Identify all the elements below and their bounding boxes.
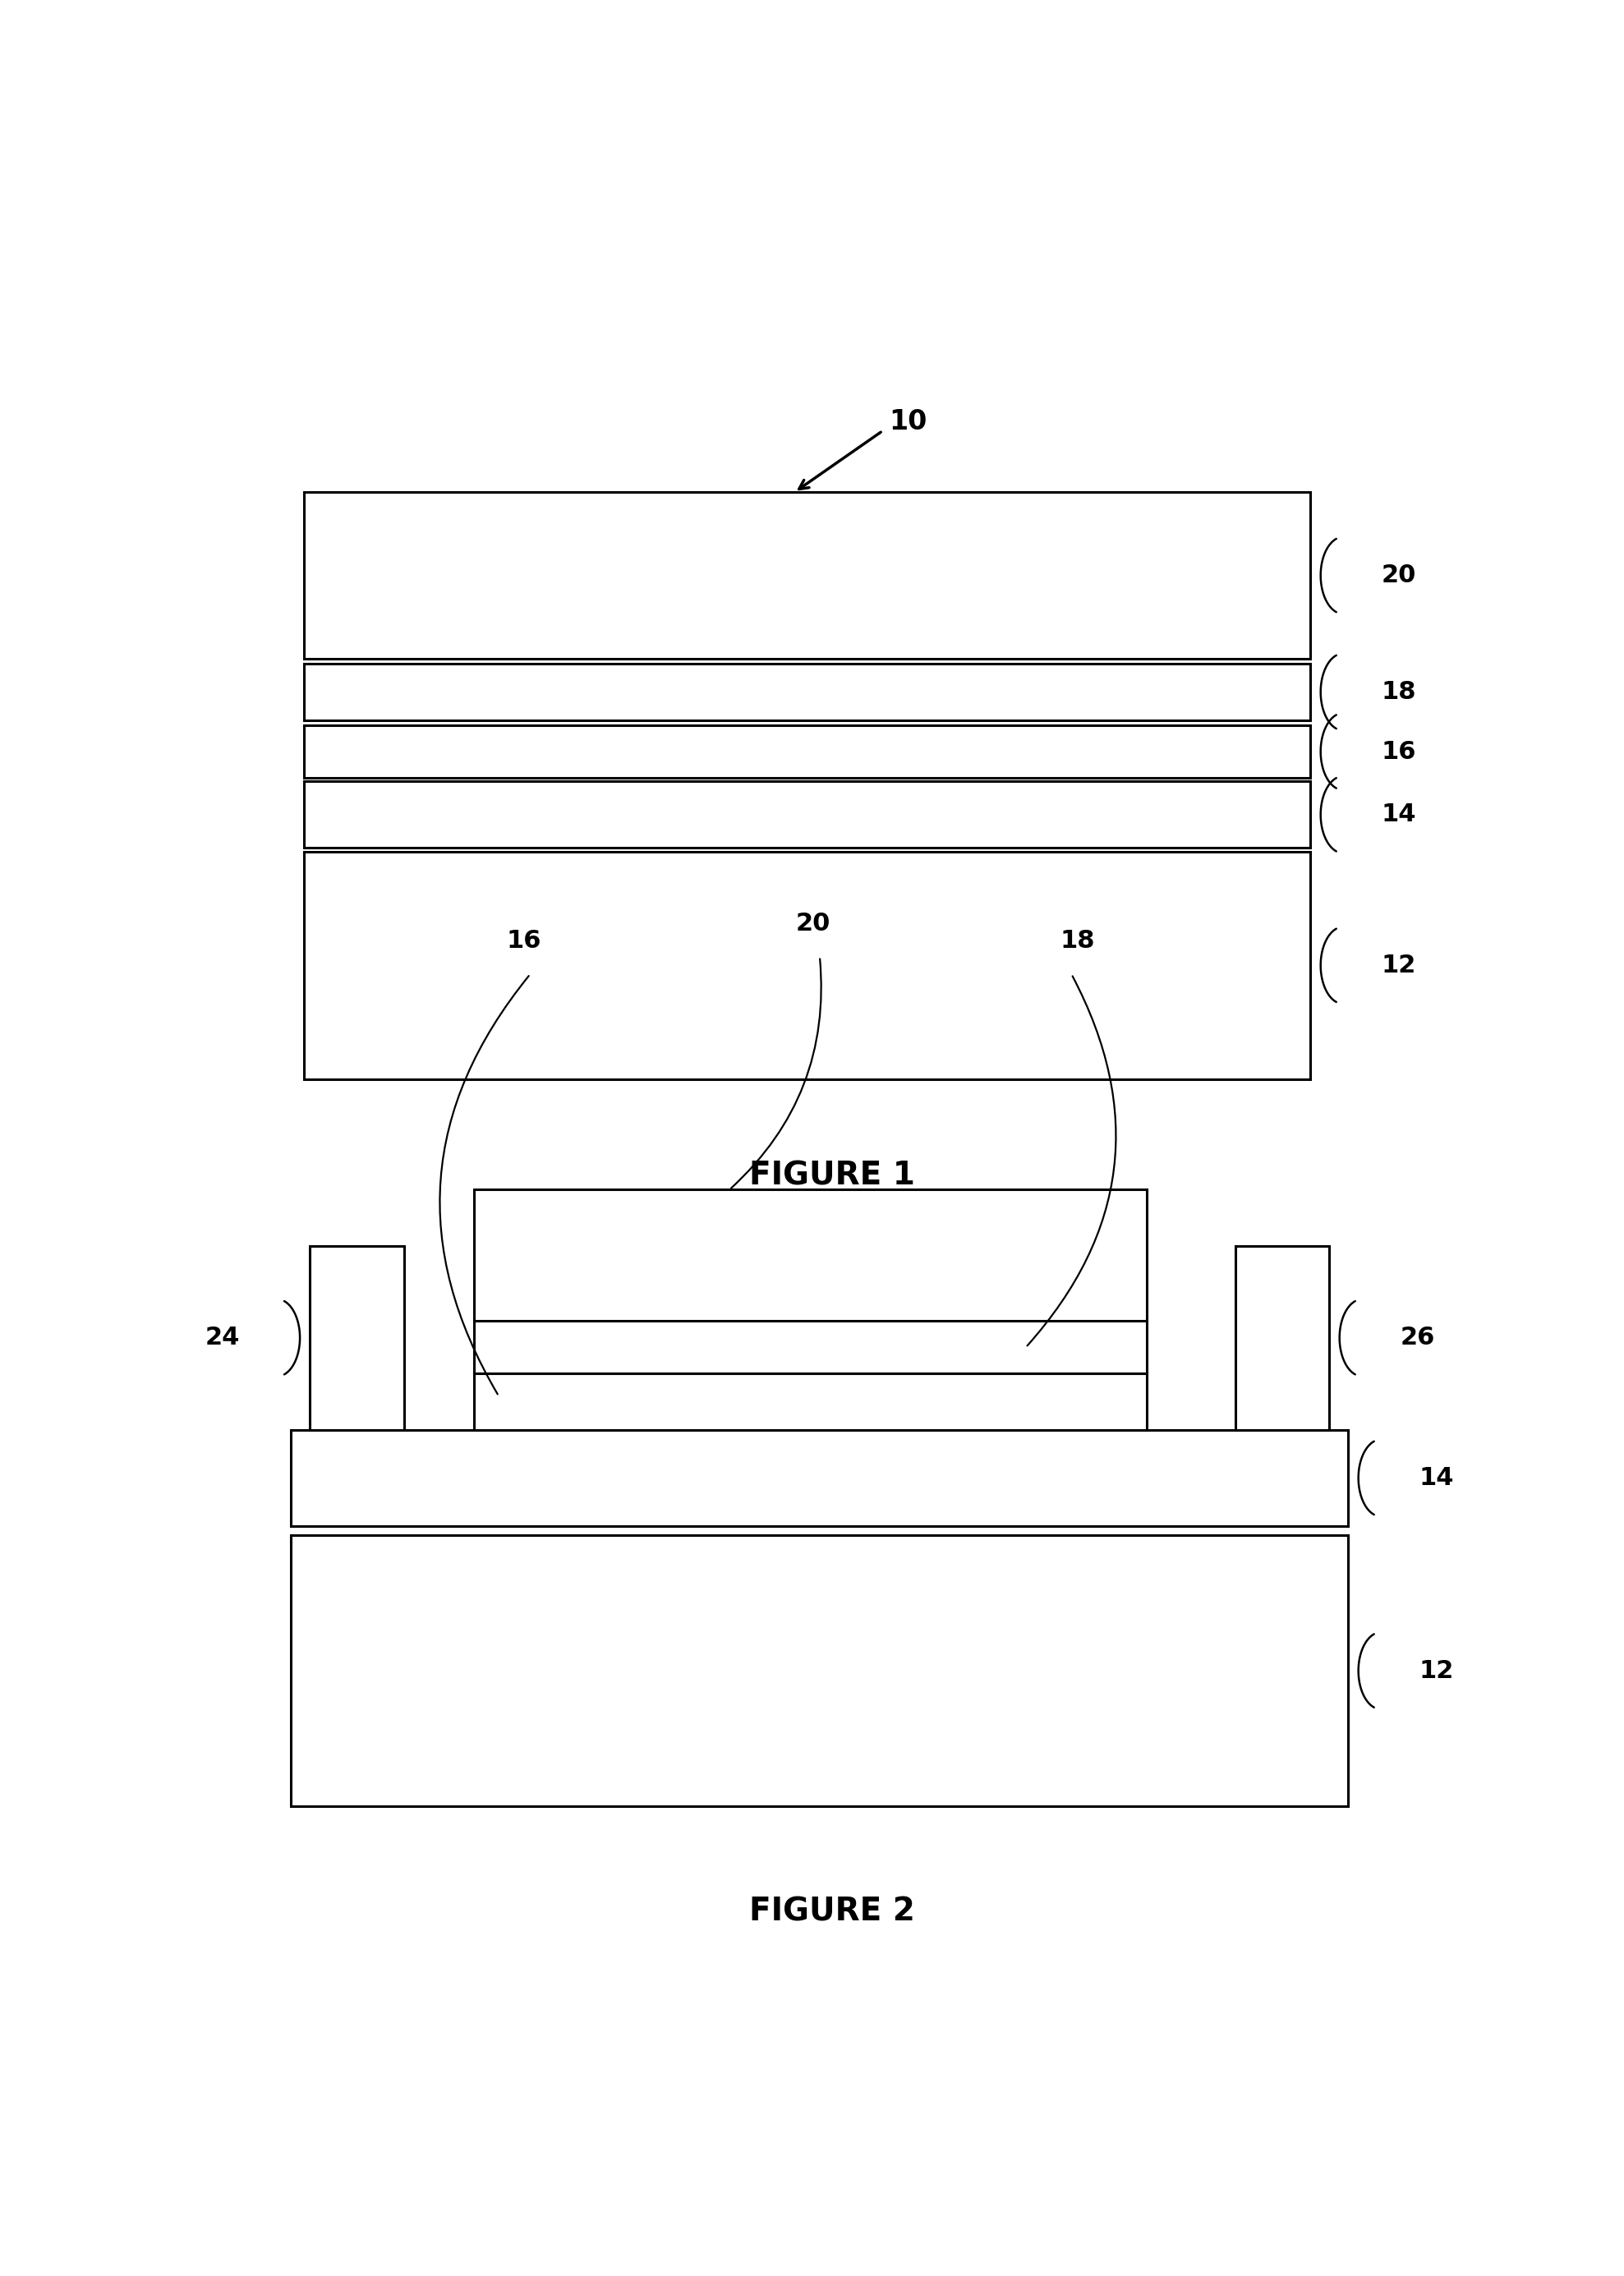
Text: 12: 12 bbox=[1419, 1659, 1453, 1682]
Text: 16: 16 bbox=[1380, 740, 1416, 762]
Text: 10: 10 bbox=[888, 407, 927, 435]
Bar bbox=[474, 1320, 1147, 1375]
Bar bbox=[474, 1375, 1147, 1429]
Text: 20: 20 bbox=[1380, 564, 1416, 587]
Bar bbox=[291, 1534, 1348, 1807]
Text: FIGURE 1: FIGURE 1 bbox=[749, 1161, 916, 1190]
Bar bbox=[304, 665, 1311, 719]
Bar bbox=[474, 1190, 1147, 1320]
Bar bbox=[304, 781, 1311, 849]
Text: FIGURE 2: FIGURE 2 bbox=[749, 1896, 916, 1928]
Text: 20: 20 bbox=[796, 913, 831, 935]
Bar bbox=[304, 492, 1311, 658]
Bar bbox=[1234, 1245, 1330, 1429]
Text: 10: 10 bbox=[882, 1206, 921, 1234]
Text: 18: 18 bbox=[1380, 681, 1416, 703]
Text: 16: 16 bbox=[507, 929, 541, 954]
Bar bbox=[310, 1245, 404, 1429]
Text: 14: 14 bbox=[1380, 803, 1416, 826]
Text: 24: 24 bbox=[205, 1327, 239, 1350]
Bar bbox=[304, 851, 1311, 1079]
Text: 14: 14 bbox=[1419, 1466, 1453, 1491]
Bar bbox=[304, 726, 1311, 778]
Text: 26: 26 bbox=[1400, 1327, 1434, 1350]
Text: 18: 18 bbox=[1060, 929, 1095, 954]
Text: 12: 12 bbox=[1380, 954, 1416, 976]
Bar bbox=[291, 1429, 1348, 1527]
